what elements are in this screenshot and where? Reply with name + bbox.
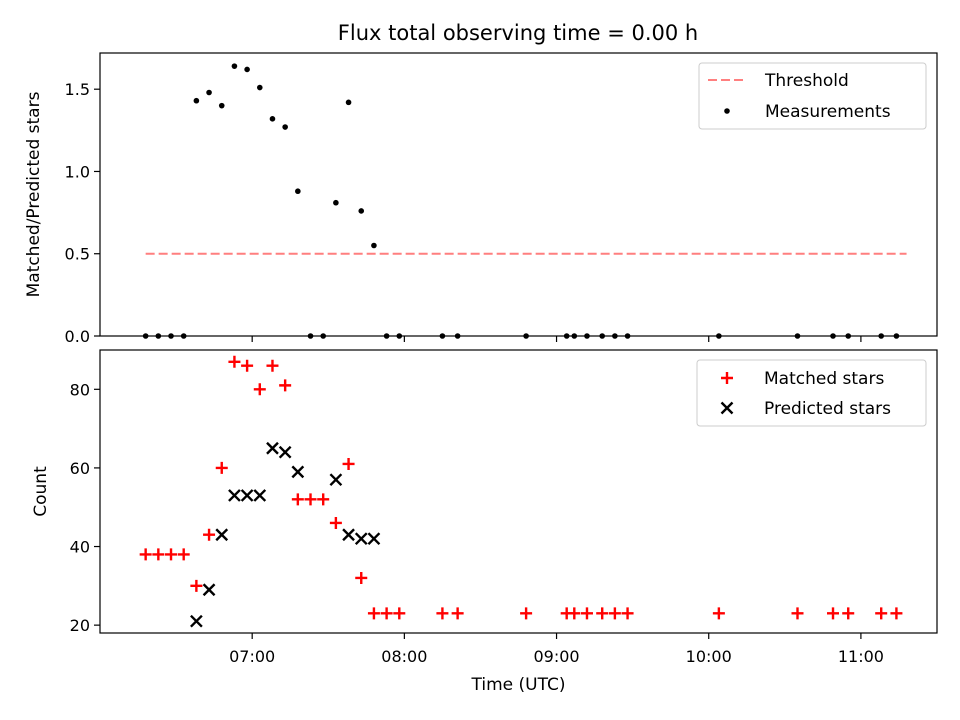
matched-star-point bbox=[596, 607, 609, 620]
matched-star-point bbox=[177, 548, 190, 561]
legend-frame bbox=[696, 359, 927, 427]
matched-star-point bbox=[621, 607, 634, 620]
matched-star-point bbox=[712, 607, 725, 620]
predicted-star-point bbox=[215, 528, 229, 542]
matched-star-point bbox=[875, 607, 888, 620]
matched-star-point bbox=[367, 607, 380, 620]
x-tick-label: 09:00 bbox=[533, 647, 579, 666]
matched-star-point bbox=[139, 548, 152, 561]
x-axis-label: Time (UTC) bbox=[471, 675, 566, 695]
top-y-ticks: 0.0 0.5 1.0 1.5 bbox=[65, 80, 100, 346]
matched-star-point bbox=[165, 548, 178, 561]
x-tick-label: 08:00 bbox=[381, 647, 427, 666]
matched-star-point bbox=[342, 457, 355, 470]
predicted-star-point bbox=[329, 473, 343, 487]
matched-star-point bbox=[380, 607, 393, 620]
matched-star-point bbox=[890, 607, 903, 620]
matched-star-point bbox=[152, 548, 165, 561]
legend-label: Predicted stars bbox=[764, 399, 891, 419]
y-tick-label: 1.0 bbox=[65, 162, 90, 181]
data-point bbox=[295, 188, 301, 195]
top-legend: Threshold Measurements bbox=[698, 62, 927, 130]
predicted-star-point bbox=[291, 465, 305, 479]
y-tick-label: 20 bbox=[70, 616, 90, 635]
predicted-star-point bbox=[367, 532, 381, 546]
matched-star-point bbox=[291, 493, 304, 506]
matched-star-point bbox=[241, 359, 254, 372]
bottom-axes-frame bbox=[99, 349, 938, 634]
legend-matched-swatch bbox=[721, 372, 733, 384]
data-point bbox=[206, 89, 212, 96]
top-panel: 0.0 0.5 1.0 1.5 Matched/Predicted stars Thr… bbox=[24, 52, 938, 346]
bottom-y-axis-label: Count bbox=[31, 466, 51, 517]
legend-label: Matched stars bbox=[764, 369, 884, 389]
matched-star-point bbox=[608, 607, 621, 620]
legend-label: Measurements bbox=[765, 102, 891, 122]
matched-star-point bbox=[393, 607, 406, 620]
predicted-star-point bbox=[278, 445, 292, 459]
data-point bbox=[231, 63, 238, 69]
matched-star-point bbox=[568, 607, 581, 620]
data-point bbox=[371, 242, 377, 249]
matched-star-point bbox=[451, 607, 464, 620]
data-point bbox=[333, 199, 339, 206]
matched-star-point bbox=[827, 607, 840, 620]
top-y-axis-label: Matched/Predicted stars bbox=[24, 91, 44, 297]
matched-star-point bbox=[266, 359, 279, 372]
matched-star-point bbox=[580, 607, 593, 620]
predicted-star-point bbox=[266, 441, 279, 455]
y-tick-label: 80 bbox=[70, 380, 90, 399]
matched-star-point bbox=[190, 579, 203, 592]
data-point bbox=[193, 97, 200, 104]
bottom-y-ticks: 20 40 60 80 bbox=[70, 380, 100, 635]
top-x-ticks bbox=[251, 336, 862, 342]
matched-star-point bbox=[253, 383, 266, 396]
matched-star-point bbox=[329, 516, 342, 529]
matched-star-point bbox=[317, 493, 330, 506]
bottom-panel: 20 40 60 80 07:00 08:00 09:00 10:00 11:00 Count… bbox=[31, 349, 938, 695]
data-point bbox=[345, 99, 352, 106]
bottom-x-ticks: 07:00 08:00 09:00 10:00 11:00 bbox=[229, 633, 884, 666]
data-point bbox=[218, 102, 225, 109]
data-point bbox=[256, 84, 263, 91]
predicted-star-point bbox=[354, 532, 368, 546]
y-tick-label: 0.0 bbox=[65, 327, 90, 346]
data-point bbox=[724, 108, 730, 114]
predicted-star-point bbox=[202, 583, 216, 597]
x-tick-label: 11:00 bbox=[838, 647, 884, 666]
matched-star-point bbox=[355, 571, 368, 584]
counts-layer bbox=[139, 355, 903, 628]
x-tick-label: 07:00 bbox=[229, 647, 275, 666]
predicted-star-point bbox=[228, 489, 241, 502]
matched-star-point bbox=[304, 493, 317, 506]
figure-title: Flux total observing time = 0.00 h bbox=[338, 21, 698, 45]
y-tick-label: 0.5 bbox=[65, 245, 90, 264]
data-point bbox=[282, 124, 288, 130]
x-tick-label: 10:00 bbox=[686, 647, 732, 666]
matched-star-point bbox=[228, 355, 241, 368]
matched-star-point bbox=[842, 607, 855, 620]
predicted-star-point bbox=[253, 489, 267, 502]
legend-frame bbox=[698, 62, 927, 130]
bottom-legend: Matched stars Predicted stars bbox=[696, 359, 927, 427]
matched-star-point bbox=[279, 379, 292, 392]
legend-label: Threshold bbox=[764, 71, 849, 91]
y-tick-label: 40 bbox=[70, 538, 90, 557]
matched-star-point bbox=[791, 607, 804, 620]
y-tick-label: 1.5 bbox=[65, 80, 90, 99]
predicted-star-point bbox=[240, 489, 254, 502]
legend-predicted-swatch bbox=[720, 401, 734, 415]
matched-star-point bbox=[203, 528, 216, 541]
data-point bbox=[358, 208, 365, 214]
predicted-star-point bbox=[190, 614, 203, 628]
top-axes-frame bbox=[99, 52, 938, 337]
matched-star-point bbox=[215, 461, 228, 474]
y-tick-label: 60 bbox=[70, 459, 90, 478]
matched-star-point bbox=[520, 607, 533, 620]
data-point bbox=[244, 66, 250, 73]
predicted-star-point bbox=[342, 528, 355, 542]
data-point bbox=[269, 116, 276, 122]
matched-star-point bbox=[436, 607, 449, 620]
